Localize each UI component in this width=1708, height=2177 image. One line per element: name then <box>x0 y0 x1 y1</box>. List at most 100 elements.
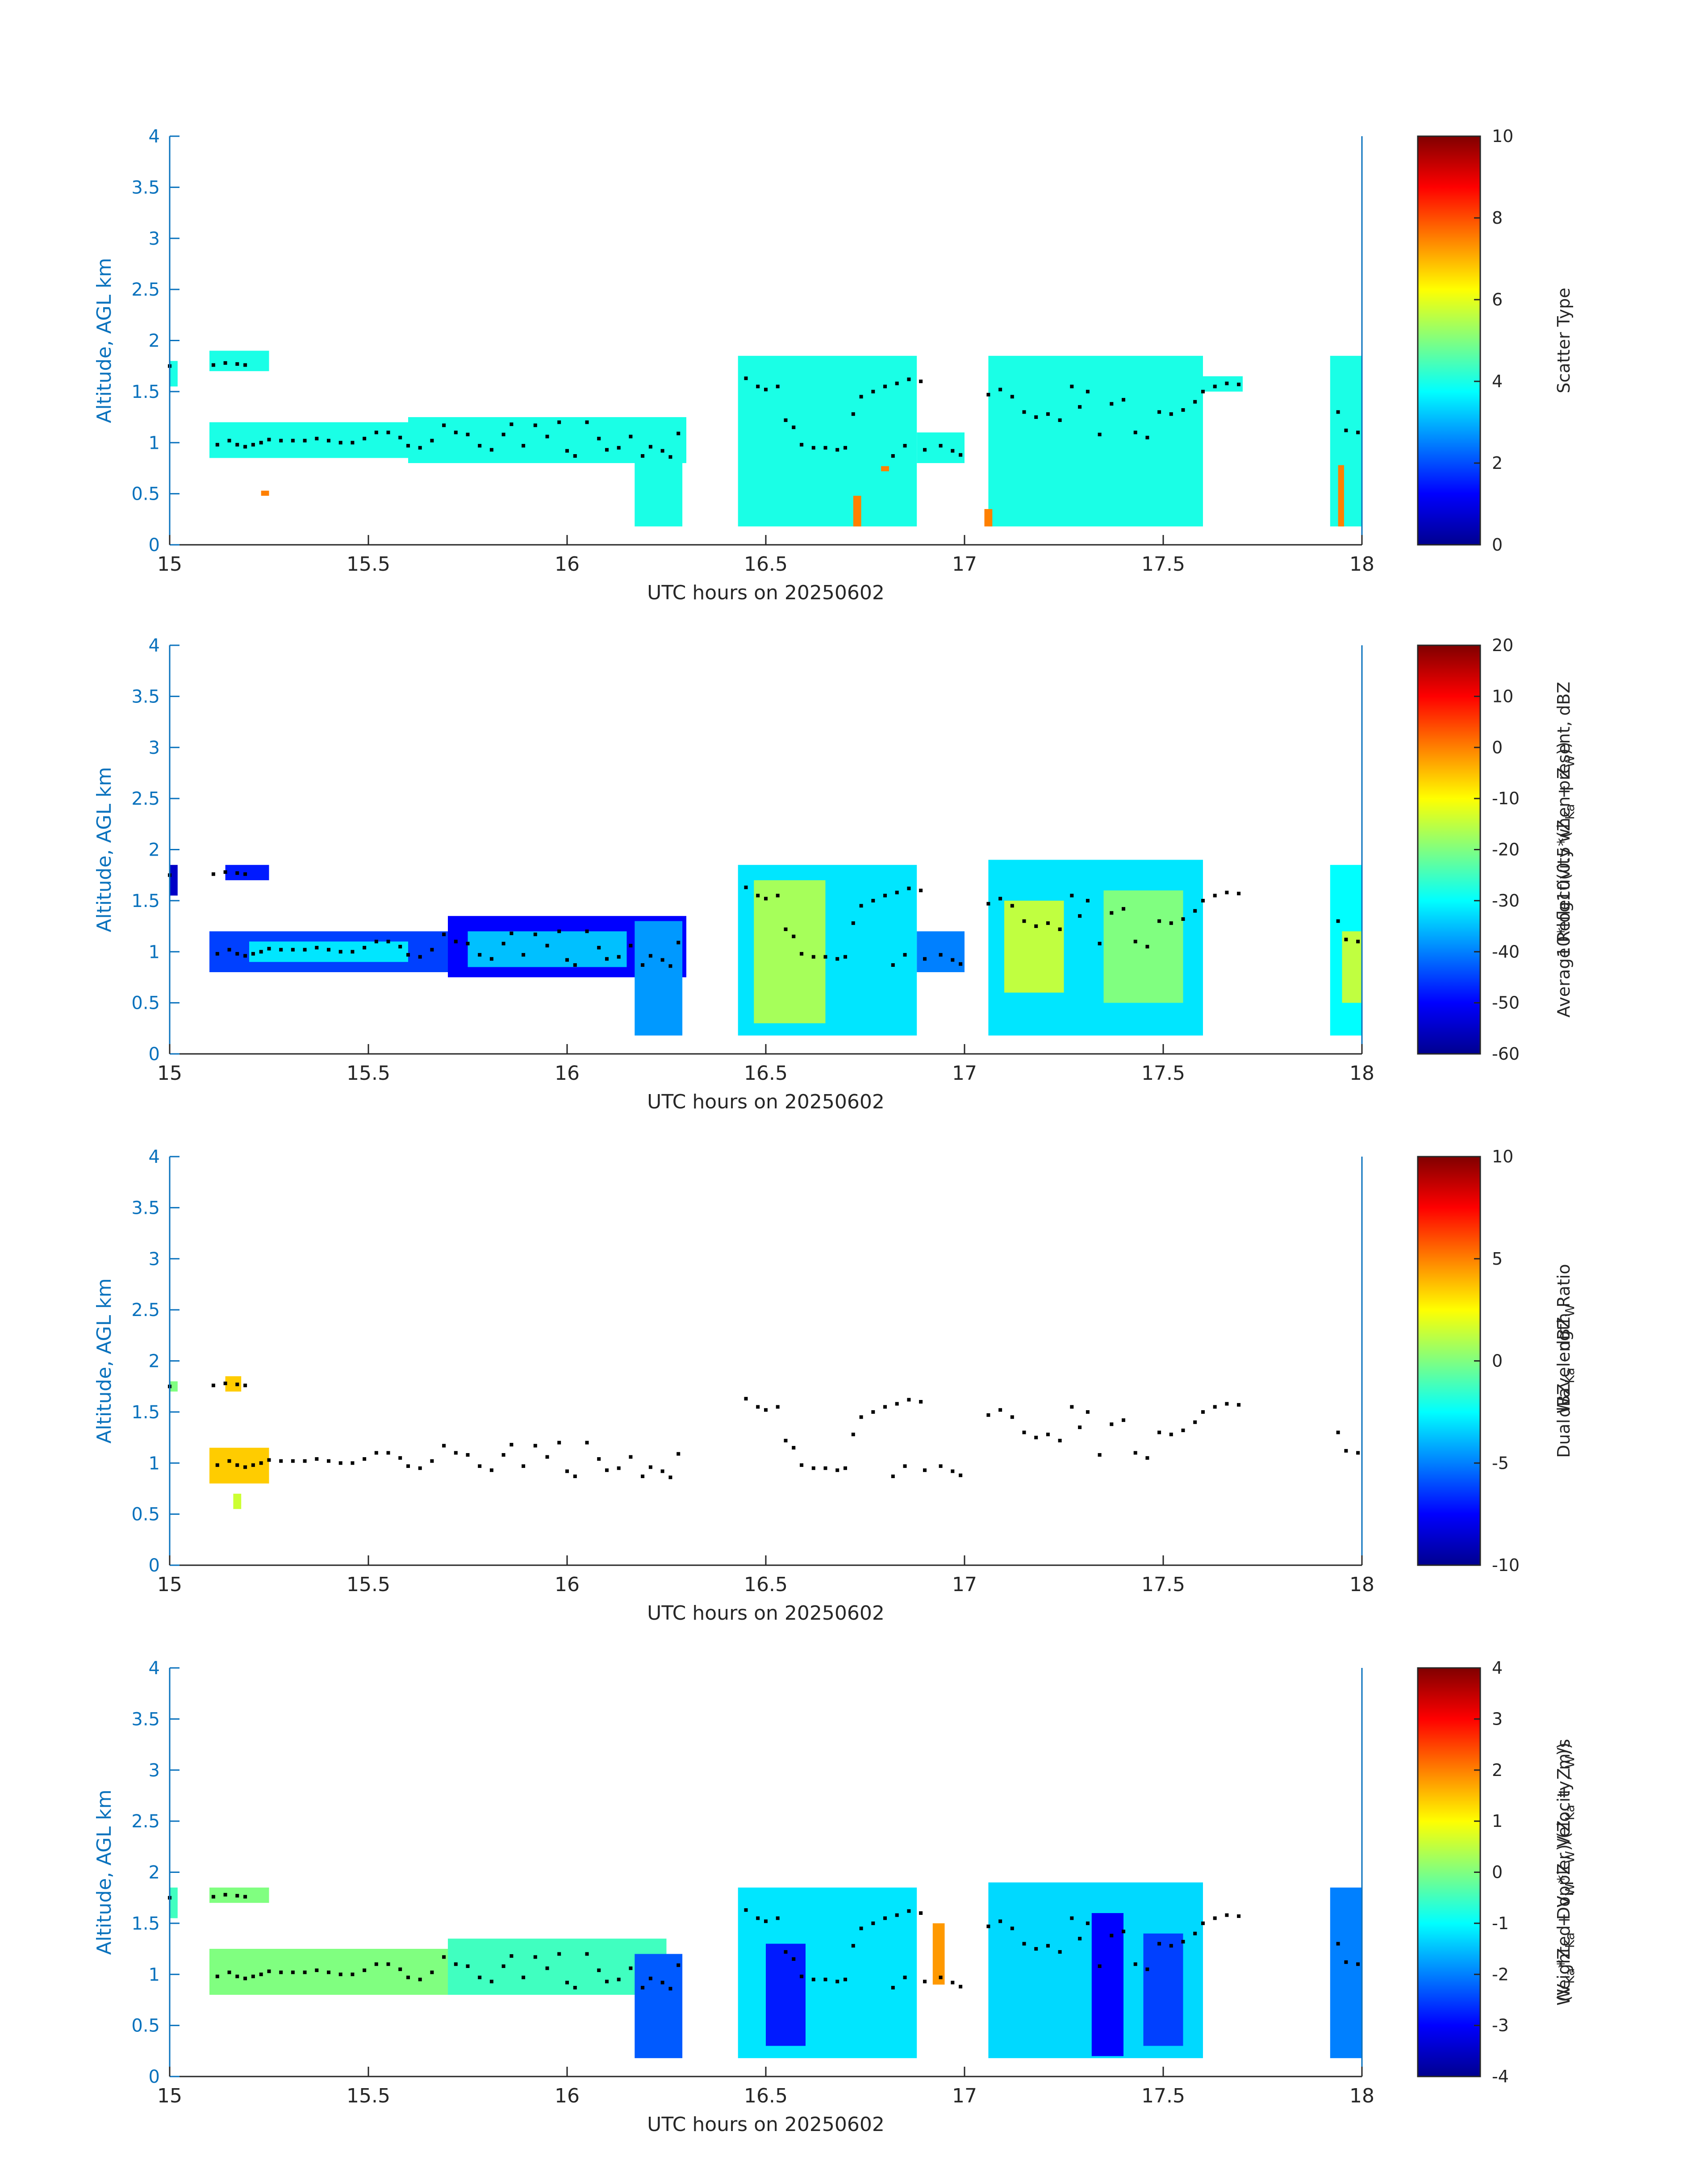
colorbar-tick-label: 0 <box>1492 535 1503 555</box>
cloud-base-point <box>844 1466 847 1470</box>
heatmap-region <box>170 1381 178 1392</box>
cloud-base-point <box>800 443 804 447</box>
cloud-base-point <box>454 430 458 435</box>
cloud-base-point <box>776 1405 780 1409</box>
heatmap-cells <box>170 351 1362 526</box>
cloud-base-point <box>545 1966 549 1970</box>
cloud-base-point <box>1046 1944 1050 1948</box>
y-tick-label: 0 <box>149 1044 160 1065</box>
cloud-base-point <box>243 954 247 958</box>
colorbar-tick-label: -50 <box>1492 993 1520 1013</box>
cloud-base-point <box>545 435 549 439</box>
y-tick-label: 1.5 <box>131 891 160 911</box>
cloud-base-point <box>883 1916 887 1920</box>
cloud-base-point <box>1078 914 1082 918</box>
cloud-base-point <box>1058 927 1062 931</box>
cloud-base-point <box>1181 1429 1185 1433</box>
cloud-base-point <box>939 1464 943 1468</box>
cloud-base-point <box>533 423 537 427</box>
cloud-base-point <box>315 437 319 441</box>
colorbar-label-subscript: W <box>1562 1851 1577 1864</box>
cloud-base-point <box>251 952 255 956</box>
cloud-base-point <box>454 940 458 944</box>
colorbar-tick-label: 5 <box>1492 1249 1503 1269</box>
cloud-base-point <box>291 439 295 443</box>
colorbar-label-segment: + Z <box>1554 767 1574 804</box>
colorbar-label-segment: + Z <box>1554 1768 1574 1805</box>
heatmap-region <box>1203 376 1243 392</box>
colorbar-label-line: Scatter Type <box>1554 288 1574 393</box>
cloud-base-point <box>844 446 847 450</box>
cloud-base-point <box>406 1976 410 1980</box>
cloud-base-point <box>648 1976 652 1981</box>
cloud-base-point <box>267 947 271 951</box>
cloud-base-point <box>919 380 923 383</box>
x-axis-label: UTC hours on 20250602 <box>647 1091 885 1113</box>
cloud-base-point <box>1070 384 1074 389</box>
cloud-base-point <box>545 944 549 948</box>
cloud-base-point <box>1145 944 1149 949</box>
y-axis-label: Altitude, AGL km <box>93 1278 116 1443</box>
cloud-base-point <box>895 1402 899 1406</box>
cloud-base-point <box>418 1466 422 1470</box>
colorbar-tick-label: -60 <box>1492 1044 1520 1064</box>
cloud-base-point <box>859 1415 863 1419</box>
colorbar-label-subscript: Ka <box>1562 1368 1577 1383</box>
cloud-base-point <box>756 384 760 389</box>
cloud-base-point <box>1225 381 1229 385</box>
y-axis-label: Altitude, AGL km <box>93 767 116 932</box>
cloud-base-point <box>1225 1402 1229 1406</box>
colorbar-tick-label: 2 <box>1492 453 1503 473</box>
y-tick-label: 3.5 <box>131 686 160 707</box>
colorbar-label-segment: *Z <box>1554 1863 1574 1883</box>
cloud-base-point <box>522 953 526 957</box>
cloud-base-point <box>986 1413 990 1417</box>
cloud-base-point <box>1058 1438 1062 1442</box>
cloud-base-point <box>776 384 780 389</box>
cloud-base-point <box>677 1963 681 1967</box>
cloud-base-point <box>1336 410 1340 414</box>
cloud-base-point <box>1078 1425 1082 1429</box>
cloud-base-point <box>959 453 963 457</box>
x-tick-label: 18 <box>1349 1573 1374 1596</box>
x-tick-label: 17 <box>952 1573 977 1596</box>
x-tick-label: 18 <box>1349 2085 1374 2107</box>
x-axis-label: UTC hours on 20250602 <box>647 2113 885 2136</box>
cloud-base-point <box>1157 1430 1161 1434</box>
cloud-base-point <box>939 1976 943 1980</box>
cloud-base-point <box>998 1919 1002 1923</box>
cloud-base-point <box>351 1972 355 1976</box>
cloud-base-point <box>1193 1420 1197 1424</box>
heatmap-region <box>766 1943 806 2046</box>
cloud-base-point <box>1022 1942 1026 1946</box>
cloud-base-point <box>1022 410 1026 414</box>
cloud-base-point <box>1225 890 1229 894</box>
x-tick-label: 16.5 <box>744 2085 788 2107</box>
cloud-base-point <box>573 454 577 458</box>
y-tick-label: 0.5 <box>131 2016 160 2036</box>
cloud-base-point <box>327 1459 330 1463</box>
cloud-base-point <box>478 953 482 957</box>
cloud-base-point <box>235 1383 239 1387</box>
cloud-base-point <box>677 1452 681 1456</box>
colorbar-label-segment: + V <box>1554 1896 1574 1932</box>
cloud-base-point <box>466 432 470 436</box>
cloud-base-point <box>501 1964 505 1968</box>
x-tick-label: 15 <box>157 1573 182 1596</box>
cloud-base-point <box>565 958 569 962</box>
cloud-base-point <box>1070 1916 1074 1920</box>
cloud-base-point <box>660 449 664 453</box>
cloud-base-point <box>374 1962 378 1966</box>
cloud-base-point <box>351 1461 355 1465</box>
cloud-base-point <box>215 952 219 956</box>
cloud-base-point <box>303 948 307 952</box>
cloud-base-point <box>1034 1947 1038 1951</box>
panel-dual-wavelength-ratio: 0 0.5 1 1.5 2 2.5 3 3.5 4 15 15.5 16 16.5 17 17.5 18 UTC… <box>93 1147 1577 1625</box>
cloud-base-point <box>243 363 247 367</box>
heatmap-region <box>1103 890 1183 1003</box>
cloud-base-point <box>641 963 645 967</box>
cloud-base-point <box>227 439 231 443</box>
cloud-base-point <box>605 1980 609 1984</box>
cloud-base-point <box>279 439 283 443</box>
cloud-base-dots <box>168 1893 1360 1991</box>
